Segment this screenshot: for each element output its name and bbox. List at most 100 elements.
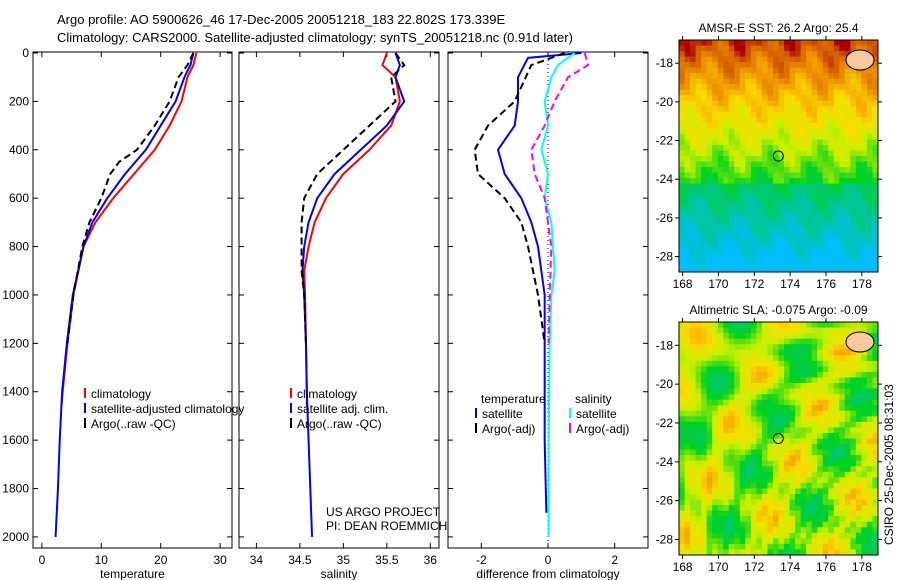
map-cell bbox=[811, 172, 818, 179]
map-cell bbox=[679, 383, 686, 390]
map-cell bbox=[723, 106, 730, 113]
map-cell bbox=[833, 144, 840, 151]
map-cell bbox=[833, 505, 840, 512]
map-cell bbox=[850, 205, 857, 212]
map-cell bbox=[772, 183, 779, 190]
map-cell bbox=[695, 493, 702, 501]
map-cell bbox=[822, 344, 829, 351]
map-cell bbox=[866, 360, 873, 367]
map-cell bbox=[767, 67, 774, 74]
map-cell bbox=[811, 106, 818, 113]
map-cell bbox=[734, 260, 741, 267]
map-cell bbox=[844, 128, 851, 135]
map-cell bbox=[872, 394, 879, 401]
map-cell bbox=[833, 371, 840, 378]
map-cell bbox=[756, 161, 763, 168]
map-cell bbox=[745, 106, 752, 113]
map-cell bbox=[850, 167, 857, 174]
map-cell bbox=[872, 222, 879, 229]
map-cell bbox=[695, 388, 702, 395]
map-cell bbox=[690, 167, 697, 174]
map-cell bbox=[795, 499, 802, 506]
map-cell bbox=[772, 40, 779, 47]
map-cell bbox=[761, 482, 768, 489]
map-cell bbox=[712, 371, 719, 378]
map-cell bbox=[684, 222, 691, 229]
map-cell bbox=[684, 233, 691, 240]
map-cell bbox=[717, 349, 724, 356]
map-cell bbox=[690, 238, 697, 245]
map-cell bbox=[728, 538, 735, 545]
map-cell bbox=[690, 477, 697, 484]
map-cell bbox=[728, 410, 735, 417]
map-cell bbox=[789, 249, 796, 256]
map-cell bbox=[717, 45, 724, 52]
map-cell bbox=[795, 344, 802, 351]
map-cell bbox=[723, 95, 730, 102]
map-cell bbox=[778, 460, 785, 467]
map-cell bbox=[850, 488, 857, 495]
map-cell bbox=[745, 183, 752, 190]
map-cell bbox=[701, 266, 708, 273]
map-cell bbox=[784, 95, 791, 102]
map-cell bbox=[861, 117, 868, 124]
map-cell bbox=[739, 366, 746, 373]
map-cell bbox=[679, 266, 686, 273]
map-cell bbox=[756, 488, 763, 495]
map-cell bbox=[817, 377, 824, 384]
map-cell bbox=[800, 344, 807, 351]
map-cell bbox=[778, 183, 785, 190]
map-cell bbox=[800, 51, 807, 58]
map-cell bbox=[817, 399, 824, 406]
map-cell bbox=[822, 510, 829, 517]
map-cell bbox=[833, 394, 840, 401]
map-cell bbox=[778, 527, 785, 534]
map-cell bbox=[772, 527, 779, 534]
map-cell bbox=[789, 482, 796, 489]
map-cell bbox=[695, 349, 702, 356]
map-cell bbox=[839, 40, 846, 47]
map-cell bbox=[723, 521, 730, 528]
map-cell bbox=[800, 133, 807, 140]
map-cell bbox=[706, 150, 713, 157]
map-cell bbox=[745, 427, 752, 434]
map-cell bbox=[839, 189, 846, 196]
map-cell bbox=[761, 95, 768, 102]
map-cell bbox=[734, 416, 741, 423]
map-cell bbox=[684, 527, 691, 534]
map-cell bbox=[850, 460, 857, 467]
map-cell bbox=[784, 106, 791, 113]
map-cell bbox=[701, 488, 708, 495]
map-cell bbox=[866, 388, 873, 395]
map-cell bbox=[679, 205, 686, 212]
map-cell bbox=[728, 383, 735, 390]
map-cell bbox=[855, 460, 862, 467]
map-cell bbox=[872, 194, 879, 201]
map-cell bbox=[728, 244, 735, 251]
map-cell bbox=[789, 455, 796, 462]
map-cell bbox=[723, 178, 730, 185]
map-cell bbox=[806, 344, 813, 351]
map-cell bbox=[772, 405, 779, 412]
map-cell bbox=[712, 449, 719, 456]
map-cell bbox=[800, 477, 807, 484]
map-cell bbox=[739, 432, 746, 439]
map-cell bbox=[679, 167, 686, 174]
map-cell bbox=[756, 133, 763, 140]
map-cell bbox=[828, 322, 835, 329]
map-cell bbox=[723, 366, 730, 373]
map-cell bbox=[717, 344, 724, 351]
map-cell bbox=[811, 438, 818, 445]
map-cell bbox=[800, 95, 807, 102]
map-cell bbox=[690, 183, 697, 190]
map-cell bbox=[734, 106, 741, 113]
map-cell bbox=[767, 521, 774, 528]
map-cell bbox=[778, 156, 785, 163]
map-cell bbox=[750, 388, 757, 395]
series-line-argo-raw-qc- bbox=[66, 52, 195, 344]
map-cell bbox=[789, 211, 796, 218]
map-cell bbox=[800, 471, 807, 478]
map-cell bbox=[750, 84, 757, 91]
map-cell bbox=[784, 100, 791, 107]
map-cell bbox=[811, 449, 818, 456]
